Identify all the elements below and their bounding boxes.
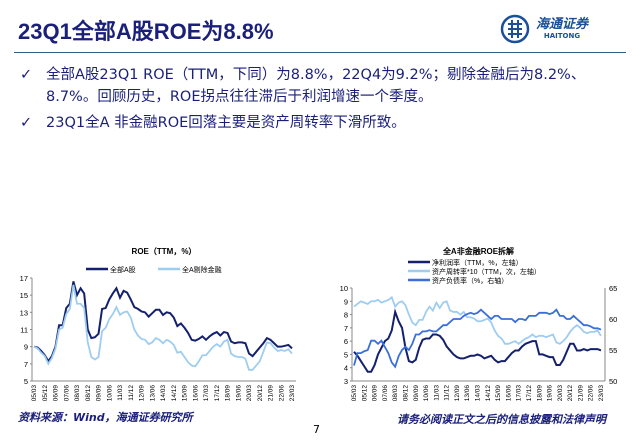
disclaimer: 请务必阅读正文之后的信息披露和法律声明 <box>397 413 606 426</box>
page-number: 7 <box>313 423 320 436</box>
bullet-text: 全部A股23Q1 ROE（TTM，下同）为8.8%，22Q4为9.2%；剔除金融… <box>46 67 586 105</box>
y-tick-label: 7 <box>24 360 28 369</box>
title-divider <box>14 52 626 53</box>
x-tick-label: 11/12 <box>128 385 135 401</box>
x-tick-label: 21/09 <box>577 385 584 402</box>
y2-tick-label: 65 <box>609 284 617 293</box>
x-tick-label: 14/12 <box>171 385 178 402</box>
x-tick-label: 20/12 <box>257 385 264 402</box>
x-tick-label: 06/09 <box>372 385 379 402</box>
source-note: 资料来源：Wind，海通证券研究所 <box>18 411 193 424</box>
check-icon: ✓ <box>20 67 33 83</box>
slide-title: 23Q1全部A股ROE为8.8% <box>18 19 274 44</box>
y-tick-label: 9 <box>344 297 348 306</box>
bullet-text: 23Q1全A 非金融ROE回落主要是资产周转率下滑所致。 <box>46 115 406 131</box>
y-tick-label: 10 <box>340 284 348 293</box>
x-tick-label: 23/03 <box>289 385 296 402</box>
y2-tick-label: 55 <box>609 346 617 355</box>
x-tick-label: 08/03 <box>392 385 399 402</box>
x-tick-label: 19/06 <box>235 385 242 402</box>
x-tick-label: 09/09 <box>96 385 103 402</box>
x-tick-label: 08/12 <box>85 385 92 402</box>
y-tick-label: 9 <box>24 343 28 352</box>
y-tick-label: 6 <box>344 337 348 346</box>
x-tick-label: 14/03 <box>475 385 482 402</box>
x-tick-label: 18/09 <box>536 385 543 402</box>
x-tick-label: 05/03 <box>351 385 358 402</box>
x-tick-label: 14/12 <box>485 385 492 402</box>
x-tick-label: 10/06 <box>106 385 113 402</box>
roe-chart: ROE（TTM，%） 5 7 9 11 13 15 17 05/03 05/12 06/09 07/0… <box>20 246 296 402</box>
haitong-emblem-icon <box>500 14 530 44</box>
y-tick-label: 15 <box>20 291 28 300</box>
x-tick-label: 16/06 <box>192 385 199 402</box>
y-tick-label: 5 <box>24 377 28 386</box>
bullet-list: ✓ 全部A股23Q1 ROE（TTM，下同）为8.8%，22Q4为9.2%；剔除金… <box>20 64 630 138</box>
x-tick-label: 16/06 <box>505 385 512 402</box>
x-tick-label: 17/03 <box>516 385 523 402</box>
x-tick-label: 09/09 <box>413 385 420 402</box>
y-tick-label: 4 <box>344 364 348 373</box>
x-tick-label: 17/12 <box>526 385 533 402</box>
bullet-item: ✓ 23Q1全A 非金融ROE回落主要是资产周转率下滑所致。 <box>20 112 630 134</box>
series-line <box>353 295 602 345</box>
x-tick-label: 10/06 <box>423 385 430 402</box>
logo-en: HAITONG <box>543 32 581 40</box>
series-line <box>353 308 602 369</box>
roe-decomposition-chart: 全A非金融ROE拆解 3 4 5 6 7 8 9 10 50 55 60 65 05/03 05/12 06/… <box>340 246 618 402</box>
legend-label: 资产负债率（%，右轴） <box>432 276 508 285</box>
x-tick-label: 05/03 <box>31 385 38 402</box>
x-tick-label: 13/06 <box>149 385 156 402</box>
x-tick-label: 22/06 <box>588 385 595 402</box>
x-tick-label: 11/03 <box>117 385 124 401</box>
check-icon: ✓ <box>20 115 33 131</box>
logo-cn: 海通证券 <box>536 17 589 32</box>
x-tick-label: 21/09 <box>268 385 275 402</box>
y-tick-label: 17 <box>20 274 28 283</box>
y-tick-label: 7 <box>344 324 348 333</box>
x-tick-label: 06/09 <box>53 385 60 402</box>
x-tick-label: 12/09 <box>454 385 461 402</box>
y-tick-label: 8 <box>344 311 348 320</box>
x-tick-label: 18/09 <box>225 385 232 402</box>
y-tick-label: 11 <box>20 326 28 335</box>
x-tick-label: 07/06 <box>382 385 389 402</box>
x-tick-label: 11/12 <box>444 385 451 401</box>
x-tick-label: 13/06 <box>464 385 471 402</box>
legend-label: 资产周转率*10（TTM，次，左轴） <box>432 267 541 276</box>
x-tick-label: 17/03 <box>203 385 210 402</box>
series-line <box>33 281 293 364</box>
x-tick-label: 22/06 <box>278 385 285 402</box>
x-tick-label: 20/03 <box>557 385 564 402</box>
legend-label: 全部A股 <box>110 265 136 274</box>
x-tick-label: 05/12 <box>361 385 368 402</box>
y2-tick-label: 60 <box>609 315 617 324</box>
legend-label: 全A剔除金融 <box>182 265 222 274</box>
x-tick-label: 14/03 <box>160 385 167 402</box>
x-tick-label: 08/12 <box>402 385 409 402</box>
chart-title: ROE（TTM，%） <box>132 246 197 256</box>
legend-label: 净利润率（TTM，%，左轴） <box>432 258 523 267</box>
y2-tick-label: 50 <box>609 377 617 386</box>
series-line <box>33 284 293 371</box>
y-tick-label: 13 <box>20 308 28 317</box>
chart-title: 全A非金融ROE拆解 <box>442 246 514 256</box>
series-line <box>353 308 602 373</box>
x-tick-label: 20/12 <box>567 385 574 402</box>
x-tick-label: 05/12 <box>42 385 49 402</box>
x-tick-label: 19/06 <box>547 385 554 402</box>
x-tick-label: 23/03 <box>598 385 605 402</box>
x-tick-label: 08/03 <box>74 385 81 402</box>
y-tick-label: 3 <box>344 377 348 386</box>
y-tick-label: 5 <box>344 350 348 359</box>
x-tick-label: 15/09 <box>495 385 502 402</box>
x-tick-label: 17/12 <box>214 385 221 402</box>
x-tick-label: 15/09 <box>182 385 189 402</box>
x-tick-label: 07/06 <box>63 385 70 402</box>
x-tick-label: 11/03 <box>433 385 440 401</box>
bullet-item: ✓ 全部A股23Q1 ROE（TTM，下同）为8.8%，22Q4为9.2%；剔除金… <box>20 64 630 108</box>
x-tick-label: 20/03 <box>246 385 253 402</box>
x-tick-label: 12/09 <box>139 385 146 402</box>
haitong-logo: 海通证券 HAITONG <box>500 14 588 44</box>
